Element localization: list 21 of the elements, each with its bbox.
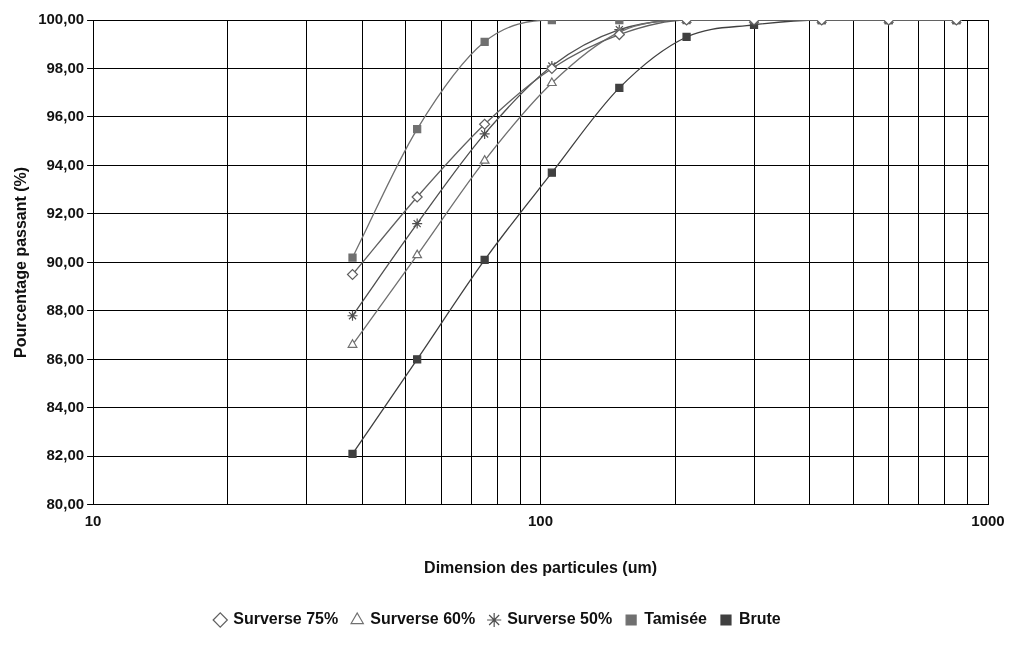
- legend-label: Surverse 60%: [370, 610, 476, 628]
- y-tick-label: 86,00: [46, 349, 85, 367]
- y-tick-label: 100,00: [38, 10, 85, 28]
- x-tick-label: 10: [84, 511, 102, 529]
- legend-label: Surverse 75%: [233, 610, 339, 628]
- y-tick-label: 82,00: [46, 446, 85, 464]
- y-tick-label: 94,00: [46, 155, 85, 173]
- legend-label: Surverse 50%: [507, 610, 613, 628]
- y-tick-label: 98,00: [46, 58, 85, 76]
- y-tick-label: 90,00: [46, 252, 85, 270]
- legend-label: Brute: [738, 610, 781, 628]
- legend-label: Tamisée: [644, 610, 708, 628]
- y-axis-title: Pourcentage passant (%): [12, 166, 30, 358]
- y-tick-label: 84,00: [46, 397, 85, 415]
- y-tick-label: 96,00: [46, 107, 85, 125]
- y-tick-label: 92,00: [46, 204, 85, 222]
- x-tick-label: 100: [528, 511, 554, 529]
- y-tick-label: 88,00: [46, 301, 85, 319]
- x-tick-label: 1000: [971, 511, 1005, 529]
- x-axis-title: Dimension des particules (um): [424, 558, 658, 576]
- y-tick-label: 80,00: [46, 494, 85, 512]
